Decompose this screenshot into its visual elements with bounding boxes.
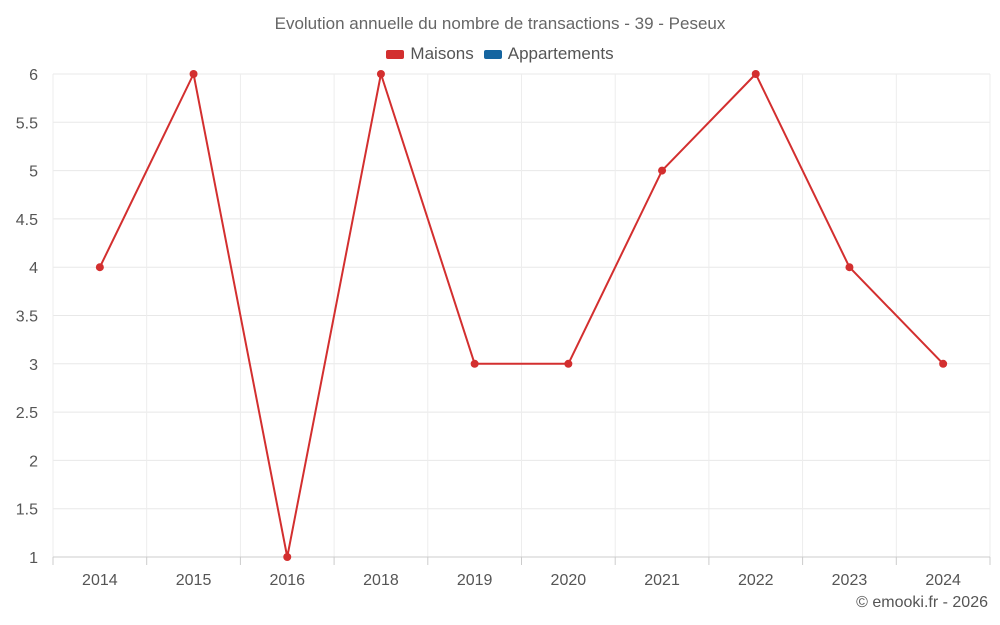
- legend-swatch-appartements: [483, 49, 502, 59]
- data-point: [470, 359, 479, 368]
- x-tick-label: 2016: [269, 572, 305, 589]
- y-tick-label: 5: [29, 164, 38, 181]
- copyright: © emooki.fr - 2026: [856, 594, 988, 611]
- x-tick-label: 2019: [457, 572, 493, 589]
- data-point: [845, 263, 854, 272]
- x-tick-label: 2020: [551, 572, 587, 589]
- x-tick-label: 2014: [82, 572, 118, 589]
- data-point: [564, 359, 573, 368]
- data-point: [658, 166, 667, 175]
- y-tick-label: 6: [29, 67, 38, 84]
- x-tick-label: 2015: [176, 572, 212, 589]
- y-tick-label: 4: [29, 260, 38, 277]
- legend-label-maisons: Maisons: [410, 44, 474, 63]
- legend: Maisons Appartements: [0, 44, 1000, 64]
- data-point: [95, 263, 104, 272]
- legend-item-maisons[interactable]: Maisons: [386, 44, 474, 64]
- x-tick-label: 2018: [363, 572, 399, 589]
- x-tick-label: 2021: [644, 572, 680, 589]
- y-tick-label: 1: [29, 550, 38, 567]
- y-tick-label: 5.5: [16, 115, 38, 132]
- data-point: [939, 359, 948, 368]
- y-tick-label: 3: [29, 357, 38, 374]
- legend-swatch-maisons: [386, 49, 405, 59]
- data-point: [751, 70, 760, 78]
- series-line-maisons: [98, 73, 944, 558]
- x-tick-label: 2024: [925, 572, 961, 589]
- y-tick-label: 4.5: [16, 212, 38, 229]
- y-tick-label: 2.5: [16, 405, 38, 422]
- data-point: [189, 70, 198, 78]
- data-point: [283, 553, 292, 561]
- chart-title: Evolution annuelle du nombre de transact…: [274, 14, 726, 33]
- x-tick-label: 2023: [832, 572, 868, 589]
- y-tick-label: 3.5: [16, 309, 38, 326]
- legend-item-appartements[interactable]: Appartements: [483, 44, 614, 64]
- data-point: [376, 70, 385, 78]
- legend-label-appartements: Appartements: [507, 44, 614, 63]
- y-tick-label: 1.5: [16, 502, 38, 519]
- x-tick-label: 2022: [738, 572, 774, 589]
- y-tick-label: 2: [29, 453, 38, 470]
